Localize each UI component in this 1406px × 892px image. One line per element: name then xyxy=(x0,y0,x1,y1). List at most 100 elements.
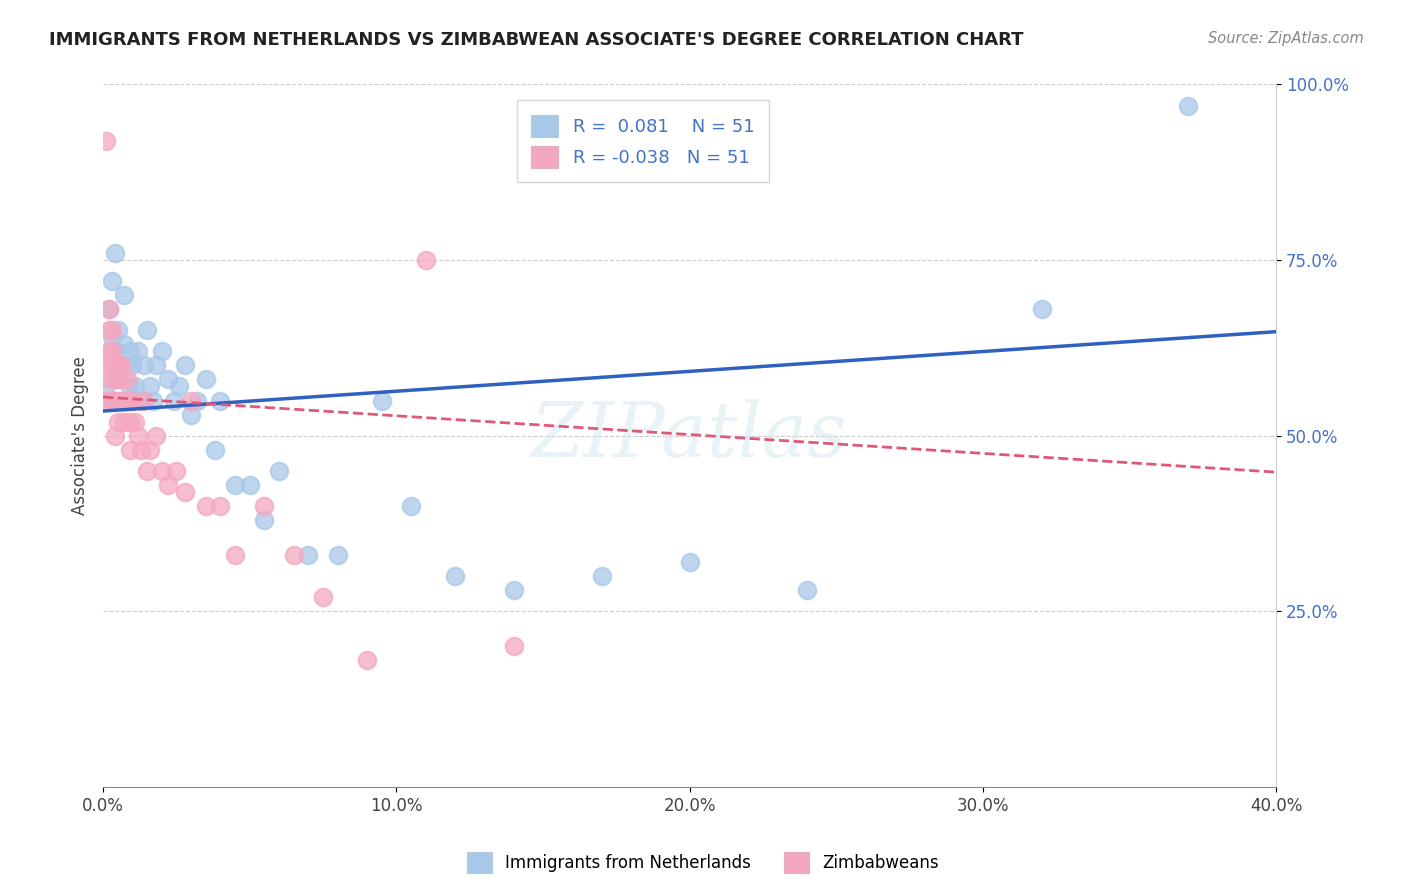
Point xyxy=(110,359,132,373)
Point xyxy=(174,359,197,373)
Point xyxy=(101,393,124,408)
Text: ZIPatlas: ZIPatlas xyxy=(531,399,848,473)
Point xyxy=(112,415,135,429)
Point xyxy=(283,548,305,562)
Point xyxy=(98,302,121,317)
Point xyxy=(94,379,117,393)
Point xyxy=(239,478,262,492)
Point xyxy=(112,393,135,408)
Point xyxy=(129,393,152,408)
Point xyxy=(101,393,124,408)
Point xyxy=(101,323,124,337)
Point xyxy=(124,415,146,429)
Point xyxy=(107,323,129,337)
Point xyxy=(107,393,129,408)
Point xyxy=(444,569,467,583)
Point xyxy=(104,428,127,442)
Legend: Immigrants from Netherlands, Zimbabweans: Immigrants from Netherlands, Zimbabweans xyxy=(460,846,946,880)
Point xyxy=(104,359,127,373)
Point xyxy=(139,442,162,457)
Point xyxy=(104,372,127,386)
Point xyxy=(370,393,392,408)
Point xyxy=(145,359,167,373)
Point xyxy=(312,590,335,604)
Point xyxy=(162,393,184,408)
Point xyxy=(165,464,187,478)
Point xyxy=(150,464,173,478)
Point xyxy=(121,393,143,408)
Point xyxy=(156,372,179,386)
Point xyxy=(112,288,135,302)
Point xyxy=(101,359,124,373)
Point xyxy=(169,379,191,393)
Point xyxy=(186,393,208,408)
Point xyxy=(115,393,138,408)
Point xyxy=(127,344,149,359)
Point xyxy=(107,415,129,429)
Point xyxy=(136,323,159,337)
Point xyxy=(1177,98,1199,112)
Point xyxy=(124,379,146,393)
Point xyxy=(94,393,117,408)
Point xyxy=(107,372,129,386)
Text: IMMIGRANTS FROM NETHERLANDS VS ZIMBABWEAN ASSOCIATE'S DEGREE CORRELATION CHART: IMMIGRANTS FROM NETHERLANDS VS ZIMBABWEA… xyxy=(49,31,1024,49)
Point xyxy=(94,134,117,148)
Point xyxy=(115,359,138,373)
Point xyxy=(678,555,700,569)
Point xyxy=(1031,302,1053,317)
Point xyxy=(297,548,319,562)
Point xyxy=(326,548,349,562)
Point xyxy=(112,337,135,351)
Point xyxy=(107,372,129,386)
Y-axis label: Associate's Degree: Associate's Degree xyxy=(72,356,89,515)
Point xyxy=(101,344,124,359)
Point xyxy=(127,428,149,442)
Point xyxy=(121,359,143,373)
Point xyxy=(502,583,524,598)
Point xyxy=(253,499,276,513)
Point xyxy=(209,499,232,513)
Point xyxy=(98,344,121,359)
Point xyxy=(224,548,246,562)
Point xyxy=(134,393,156,408)
Point xyxy=(118,344,141,359)
Point xyxy=(591,569,613,583)
Point xyxy=(104,344,127,359)
Point xyxy=(139,379,162,393)
Point xyxy=(180,393,202,408)
Point xyxy=(796,583,818,598)
Point xyxy=(98,323,121,337)
Point xyxy=(209,393,232,408)
Point xyxy=(194,499,217,513)
Point xyxy=(115,372,138,386)
Point xyxy=(156,478,179,492)
Point xyxy=(98,302,121,317)
Point xyxy=(115,393,138,408)
Point xyxy=(110,393,132,408)
Point xyxy=(415,253,437,268)
Point xyxy=(110,393,132,408)
Point xyxy=(194,372,217,386)
Point xyxy=(134,359,156,373)
Point xyxy=(94,359,117,373)
Point xyxy=(204,442,226,457)
Point xyxy=(180,408,202,422)
Point xyxy=(136,464,159,478)
Point xyxy=(104,393,127,408)
Point xyxy=(399,499,422,513)
Point xyxy=(356,653,378,667)
Text: Source: ZipAtlas.com: Source: ZipAtlas.com xyxy=(1208,31,1364,46)
Point xyxy=(98,372,121,386)
Point xyxy=(104,246,127,260)
Legend: R =  0.081    N = 51, R = -0.038   N = 51: R = 0.081 N = 51, R = -0.038 N = 51 xyxy=(516,101,769,183)
Point xyxy=(145,428,167,442)
Point xyxy=(267,464,290,478)
Point xyxy=(110,372,132,386)
Point xyxy=(118,379,141,393)
Point xyxy=(118,415,141,429)
Point xyxy=(150,344,173,359)
Point xyxy=(107,359,129,373)
Point xyxy=(174,484,197,499)
Point xyxy=(253,513,276,527)
Point xyxy=(502,640,524,654)
